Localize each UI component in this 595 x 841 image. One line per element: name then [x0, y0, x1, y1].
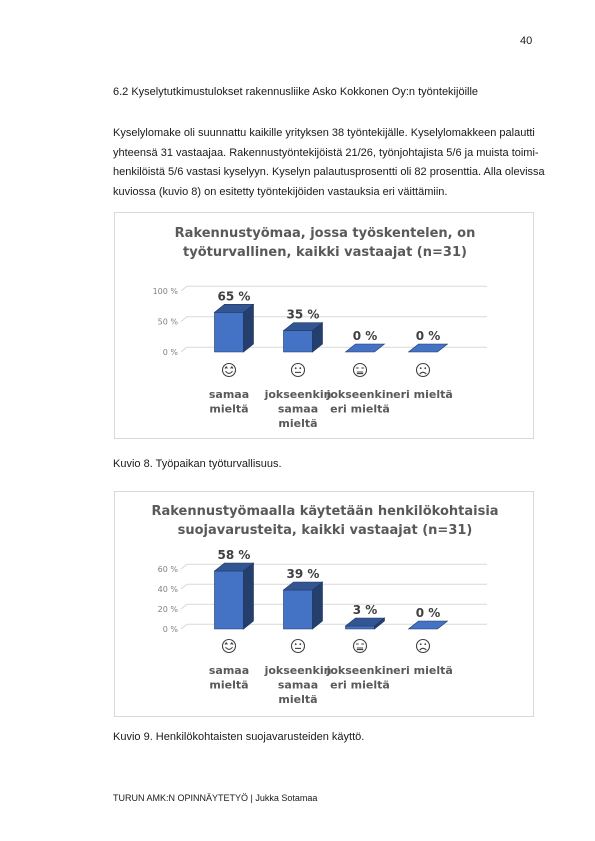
category-label: mieltä: [209, 679, 248, 692]
y-tick-label: 0 %: [163, 625, 179, 634]
data-label: 35 %: [287, 308, 320, 322]
data-label: 0 %: [353, 329, 378, 343]
bar-front: [283, 589, 313, 630]
category-label: eri mieltä: [393, 388, 453, 401]
chart-frame-protective-gear: Rakennustyömaalla käytetään henkilökohta…: [114, 491, 534, 717]
figure-caption: Kuvio 9. Henkilökohtaisten suojavarustei…: [113, 731, 365, 743]
chart-title: työturvallinen, kaikki vastaajat (n=31): [183, 245, 467, 260]
y-tick-label: 0 %: [163, 348, 179, 357]
chart-title: Rakennustyömaalla käytetään henkilökohta…: [151, 504, 498, 519]
category-label: samaa: [209, 664, 249, 677]
page-number: 40: [520, 35, 533, 47]
bar: [282, 322, 324, 353]
gridline: [180, 285, 188, 292]
chart-frame-safety: Rakennustyömaa, jossa työskentelen, on ty…: [114, 212, 534, 439]
y-tick-label: 100 %: [153, 287, 179, 296]
y-tick-label: 40 %: [158, 585, 179, 594]
gridline: [180, 563, 188, 570]
bar-top: [213, 562, 255, 572]
gridline: [180, 346, 188, 353]
bar-front: [214, 570, 244, 630]
category-label: mieltä: [278, 693, 317, 706]
category-label: eri mieltä: [330, 679, 390, 692]
y-tick-label: 60 %: [158, 565, 179, 574]
y-tick-label: 20 %: [158, 605, 179, 614]
bar: [407, 343, 449, 353]
bar: [282, 581, 324, 630]
smile-icon: [221, 362, 237, 378]
bar-top: [407, 343, 449, 353]
y-tick-label: 50 %: [158, 318, 179, 327]
sad-face-icon: [415, 638, 431, 654]
data-label: 58 %: [218, 548, 251, 562]
gridline: [180, 623, 188, 630]
bar-top: [282, 581, 324, 591]
category-label: samaa: [278, 403, 318, 416]
chart-protective-gear: Rakennustyömaalla käytetään henkilökohta…: [151, 504, 498, 706]
neutral-face-icon: [290, 362, 306, 378]
category-label: mieltä: [278, 417, 317, 430]
category-label: jokseenkin: [264, 388, 332, 401]
bar-top: [407, 620, 449, 630]
section-heading: 6.2 Kyselytutkimustulokset rakennusliike…: [113, 86, 479, 98]
footer: TURUN AMK:N OPINNÄYTETYÖ | Jukka Sotamaa: [113, 793, 318, 803]
chart-safety: Rakennustyömaa, jossa työskentelen, on ty…: [153, 226, 487, 430]
bar-front: [214, 312, 244, 353]
frown-icon: [352, 638, 368, 654]
category-label: samaa: [278, 679, 318, 692]
paragraph-line: henkilöistä 5/6 vastasi kyselyyn. Kysely…: [113, 166, 545, 179]
frown-icon: [352, 362, 368, 378]
category-label: jokseenkin: [326, 388, 394, 401]
category-label: jokseenkin: [326, 664, 394, 677]
gridline: [180, 316, 188, 322]
neutral-face-icon: [290, 638, 306, 654]
data-label: 39 %: [287, 567, 320, 581]
intro-paragraph: Kyselylomake oli suunnattu kaikille yrit…: [113, 124, 545, 202]
chart-title: suojavarusteita, kaikki vastaajat (n=31): [178, 523, 473, 538]
bar: [344, 343, 386, 353]
category-label: eri mieltä: [393, 664, 453, 677]
bar-top: [344, 343, 386, 353]
bar-top: [213, 304, 255, 313]
bar-top: [282, 322, 324, 331]
sad-face-icon: [415, 362, 431, 378]
category-label: jokseenkin: [264, 664, 332, 677]
category-label: eri mieltä: [330, 403, 390, 416]
chart-title: Rakennustyömaa, jossa työskentelen, on: [175, 226, 476, 241]
gridline: [180, 583, 188, 590]
gridline: [180, 603, 188, 610]
category-label: mieltä: [209, 403, 248, 416]
bar-front: [345, 625, 375, 630]
data-label: 3 %: [353, 603, 378, 617]
bar-side: [243, 562, 254, 630]
data-label: 65 %: [218, 289, 251, 303]
figure-caption: Kuvio 8. Työpaikan työturvallisuus.: [113, 458, 282, 470]
bar-front: [283, 330, 313, 353]
bar: [213, 303, 255, 353]
bar: [344, 617, 386, 630]
bar: [213, 562, 255, 630]
smile-icon: [221, 638, 237, 654]
paragraph-line: yhteensä 31 vastaajaa. Rakennustyöntekij…: [113, 146, 539, 159]
bar-top: [344, 617, 386, 627]
category-label: samaa: [209, 388, 249, 401]
paragraph-line: kuviossa (kuvio 8) on esitetty työntekij…: [113, 185, 448, 198]
data-label: 0 %: [416, 606, 441, 620]
paragraph-line: Kyselylomake oli suunnattu kaikille yrit…: [113, 127, 535, 139]
bar: [407, 620, 449, 630]
data-label: 0 %: [416, 329, 441, 343]
